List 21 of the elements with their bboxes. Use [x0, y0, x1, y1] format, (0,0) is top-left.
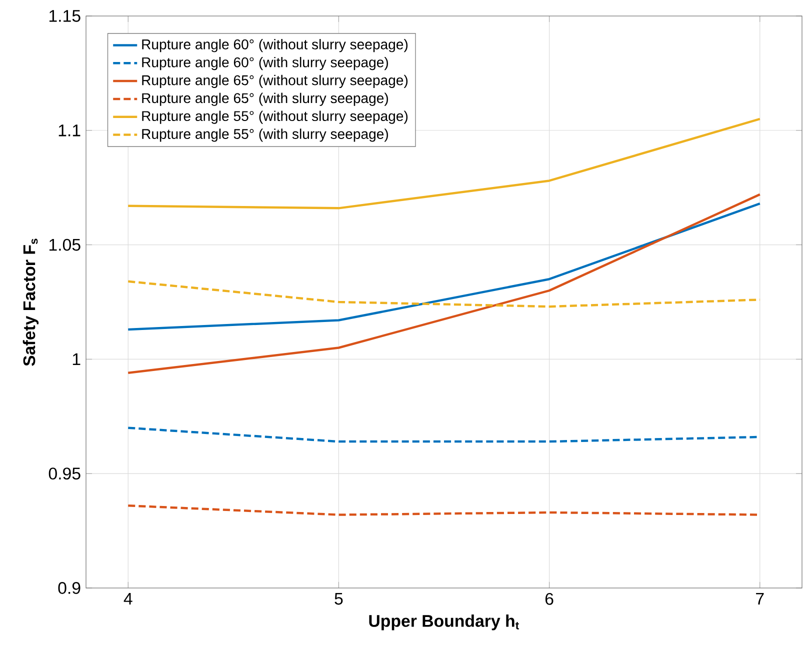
y-tick-label: 1.15: [49, 10, 80, 22]
y-tick-label: 1: [72, 353, 80, 365]
x-tick-label: 7: [756, 592, 764, 605]
y-axis-title: Safety Factor F$_{s}$: [22, 238, 39, 366]
x-axis-title: Upper Boundary h$_{t}$: [369, 614, 519, 630]
y-tick-label: 1.05: [49, 238, 80, 251]
legend-label: Rupture angle 60° (with slurry seepage): [142, 56, 388, 70]
x-tick-label: 4: [124, 592, 132, 605]
legend-label: Rupture angle 55° (with slurry seepage): [142, 128, 388, 142]
x-tick-label: 6: [545, 592, 554, 605]
y-tick-label: 0.9: [58, 582, 80, 594]
line-series: [127, 193, 762, 374]
y-tick-label: 0.95: [48, 468, 80, 480]
legend-label: Rupture angle 65° (with slurry seepage): [142, 92, 388, 106]
y-tick-label: 1.1: [58, 124, 80, 136]
legend-label: Rupture angle 60° (without slurry seepage): [142, 39, 408, 52]
legend-label: Rupture angle 65° (without slurry seepage): [142, 74, 408, 88]
x-tick-label: 5: [334, 592, 343, 605]
line-series: [127, 202, 762, 331]
legend-label: Rupture angle 55° (without slurry seepage): [142, 110, 408, 124]
line-series: [127, 280, 762, 308]
